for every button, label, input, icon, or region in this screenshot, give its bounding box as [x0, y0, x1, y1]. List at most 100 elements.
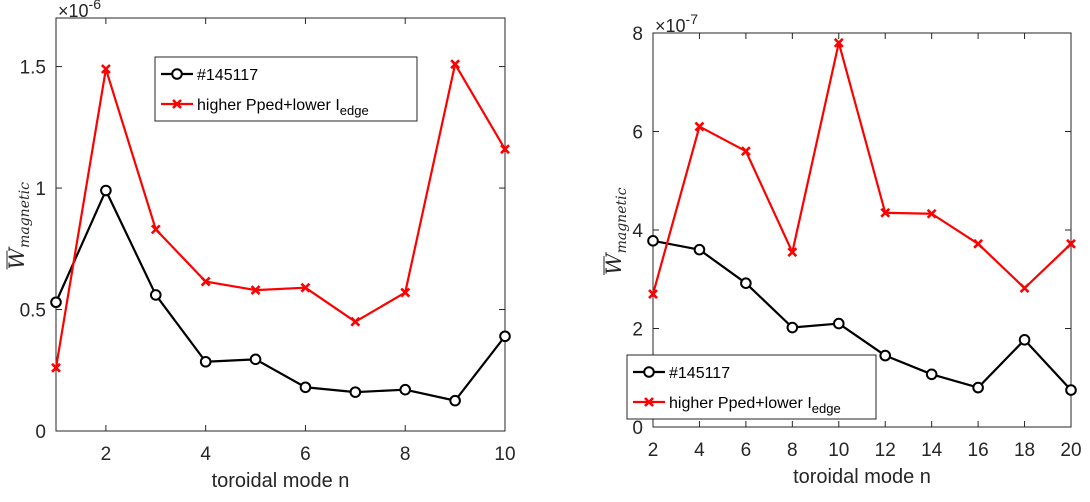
x-axis-label: toroidal mode n: [212, 470, 350, 492]
legend-label-main: #145117: [197, 67, 258, 84]
legend-label: higher Pped+lower Iedge: [197, 97, 369, 118]
data-point: [694, 121, 705, 132]
data-point: [925, 368, 938, 381]
data-point: [1065, 384, 1077, 396]
y-tick-label: 2: [632, 320, 643, 341]
data-point: [350, 316, 361, 327]
y-tick-label: 0: [35, 422, 46, 443]
data-point: [832, 317, 845, 330]
data-point: [787, 247, 798, 258]
data-point: [973, 238, 984, 249]
exponent-base: ×10: [655, 16, 686, 36]
legend-label-main: higher Pped+lower I: [669, 395, 812, 412]
data-point: [199, 355, 212, 368]
exponent-power: -6: [89, 0, 102, 12]
legend-label-main: higher Pped+lower I: [197, 97, 340, 114]
x-tick-label: 2: [101, 444, 112, 465]
data-point: [50, 296, 62, 309]
data-point: [450, 59, 461, 70]
data-point: [786, 321, 799, 334]
legend-label: #145117: [197, 67, 258, 84]
x-axis-label: toroidal mode n: [793, 466, 931, 488]
x-tick-label: 6: [741, 440, 752, 461]
data-point: [51, 362, 61, 373]
data-point: [1066, 238, 1076, 249]
data-point: [250, 285, 261, 296]
legend-label-subscript: edge: [812, 401, 841, 416]
y-tick-label: 1: [35, 179, 46, 200]
legend-label-subscript: edge: [340, 103, 369, 118]
legend-box: [626, 354, 877, 420]
data-point: [100, 64, 111, 74]
y-label-main: W: [5, 246, 29, 270]
data-point: [449, 394, 461, 407]
y-label-main: W: [602, 251, 626, 275]
exponent-base: ×10: [58, 1, 89, 21]
svg-text:Wmagnetic: Wmagnetic: [602, 187, 630, 275]
series-line-0: [54, 189, 506, 402]
data-point: [693, 243, 706, 256]
data-point: [500, 144, 510, 155]
legend-label: higher Pped+lower Iedge: [669, 395, 841, 416]
legend-marker: [172, 99, 182, 109]
y-tick-label: 8: [632, 24, 643, 45]
y-exponent-label: ×10-7: [655, 11, 698, 36]
data-point: [833, 37, 844, 48]
data-point: [400, 287, 411, 298]
x-tick-label: 14: [921, 440, 943, 461]
data-point: [647, 235, 659, 247]
x-tick-label: 18: [1014, 440, 1035, 461]
data-point: [740, 277, 752, 289]
data-point: [349, 386, 362, 398]
x-tick-label: 10: [494, 444, 515, 465]
x-tick-label: 6: [300, 444, 311, 465]
data-point: [972, 381, 984, 394]
data-point: [249, 353, 262, 366]
data-point: [299, 381, 312, 394]
legend-marker: [644, 397, 654, 407]
series-line-1: [54, 63, 506, 369]
data-point: [200, 276, 211, 287]
x-tick-label: 8: [400, 444, 411, 465]
legend: #145117 higher Pped+lower Iedge: [626, 354, 877, 420]
x-tick-label: 16: [968, 440, 989, 461]
data-point: [879, 349, 892, 362]
data-point: [399, 383, 412, 396]
data-point: [300, 282, 311, 293]
x-tick-label: 4: [200, 444, 211, 465]
data-point: [1018, 334, 1031, 346]
y-tick-label: 0.5: [20, 301, 46, 322]
x-tick-label: 8: [787, 440, 798, 461]
data-point: [740, 146, 751, 157]
data-point: [499, 330, 511, 343]
x-tick-label: 10: [828, 440, 849, 461]
exponent-power: -7: [686, 11, 699, 27]
data-point: [1019, 283, 1030, 294]
data-point: [926, 208, 937, 219]
legend: #145117 higher Pped+lower Iedge: [154, 56, 418, 122]
data-point: [880, 207, 891, 218]
legend-label: #145117: [669, 365, 730, 382]
data-point: [149, 289, 162, 301]
y-axis-label: Wmagnetic: [602, 187, 630, 275]
legend-box: [154, 56, 418, 122]
legend-label-main: #145117: [669, 365, 730, 382]
x-tick-label: 2: [648, 440, 659, 461]
svg-text:Wmagnetic: Wmagnetic: [5, 182, 33, 270]
left-chart-panel: 2 4 6 8 10 0 0.5 1 1.5 ×10-6 toroidal mode n Wmagne…: [5, 0, 516, 492]
y-exponent-label: ×10-6: [58, 0, 101, 21]
x-tick-label: 12: [875, 440, 896, 461]
x-tick-label: 4: [694, 440, 705, 461]
y-tick-label: 4: [632, 221, 643, 242]
series-line-0: [652, 239, 1072, 391]
y-label-subscript: magnetic: [17, 182, 33, 248]
y-label-subscript: magnetic: [614, 187, 630, 253]
data-point: [648, 289, 658, 299]
series-line-1: [651, 41, 1072, 295]
y-tick-label: 1.5: [20, 58, 46, 79]
y-tick-label: 6: [632, 123, 643, 144]
data-point: [150, 224, 161, 235]
x-tick-label: 20: [1060, 440, 1081, 461]
